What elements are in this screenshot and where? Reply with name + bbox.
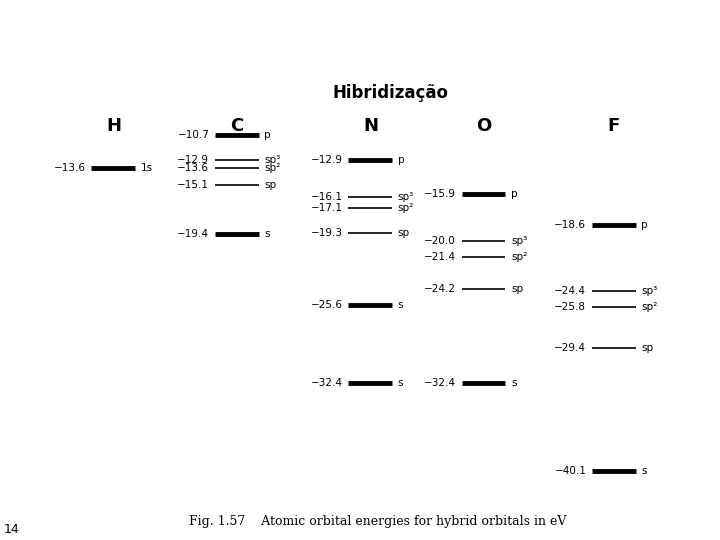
Text: p: p: [511, 190, 518, 199]
Text: −29.4: −29.4: [554, 343, 586, 354]
Text: −24.2: −24.2: [424, 284, 456, 294]
Text: sp³: sp³: [642, 286, 657, 296]
Text: −25.8: −25.8: [554, 302, 586, 312]
Text: −32.4: −32.4: [424, 377, 456, 388]
Text: −15.1: −15.1: [177, 180, 210, 190]
Text: sp: sp: [264, 180, 276, 190]
Text: p: p: [398, 155, 405, 165]
Text: −19.3: −19.3: [311, 228, 343, 238]
Text: −20.0: −20.0: [424, 236, 456, 246]
Text: −32.4: −32.4: [311, 377, 343, 388]
Text: sp: sp: [398, 228, 410, 238]
Text: −13.6: −13.6: [177, 163, 210, 173]
Text: −24.4: −24.4: [554, 286, 586, 296]
Text: −10.7: −10.7: [177, 130, 210, 140]
Text: −16.1: −16.1: [311, 192, 343, 202]
Text: F: F: [608, 117, 620, 135]
Text: sp³: sp³: [264, 155, 280, 165]
Text: 14: 14: [4, 523, 19, 536]
Text: −25.6: −25.6: [311, 300, 343, 310]
Text: sp: sp: [642, 343, 653, 354]
Text: s: s: [642, 465, 647, 476]
Text: O: O: [476, 117, 491, 135]
Text: sp²: sp²: [642, 302, 657, 312]
Text: Hibridização: Hibridização: [333, 84, 449, 102]
Text: −19.4: −19.4: [177, 230, 210, 239]
Text: C: C: [230, 117, 243, 135]
Text: sp³: sp³: [398, 192, 414, 202]
Text: p: p: [642, 220, 648, 230]
Text: −12.9: −12.9: [177, 155, 210, 165]
Text: −18.6: −18.6: [554, 220, 586, 230]
Text: sp³: sp³: [511, 236, 527, 246]
Text: Estrutura atômica: Estrutura atômica: [220, 18, 500, 49]
Text: s: s: [511, 377, 516, 388]
Text: −21.4: −21.4: [424, 252, 456, 262]
Text: 1s: 1s: [141, 163, 153, 173]
Text: p: p: [264, 130, 271, 140]
Text: s: s: [398, 300, 403, 310]
Text: sp²: sp²: [511, 252, 527, 262]
Text: N: N: [363, 117, 378, 135]
Text: Fig. 1.57    Atomic orbital energies for hybrid orbitals in eV: Fig. 1.57 Atomic orbital energies for hy…: [189, 515, 566, 528]
Text: sp²: sp²: [264, 163, 280, 173]
Text: H: H: [106, 117, 121, 135]
Text: −13.6: −13.6: [54, 163, 86, 173]
Text: −12.9: −12.9: [311, 155, 343, 165]
Text: QFL0341 — Estrutura e Propriedades de Compostos Orgânicos: QFL0341 — Estrutura e Propriedades de Co…: [14, 181, 21, 408]
Text: sp²: sp²: [398, 203, 414, 213]
Text: s: s: [264, 230, 270, 239]
Text: −17.1: −17.1: [311, 203, 343, 213]
Text: −15.9: −15.9: [424, 190, 456, 199]
Text: −40.1: −40.1: [554, 465, 586, 476]
Text: sp: sp: [511, 284, 523, 294]
Text: s: s: [398, 377, 403, 388]
